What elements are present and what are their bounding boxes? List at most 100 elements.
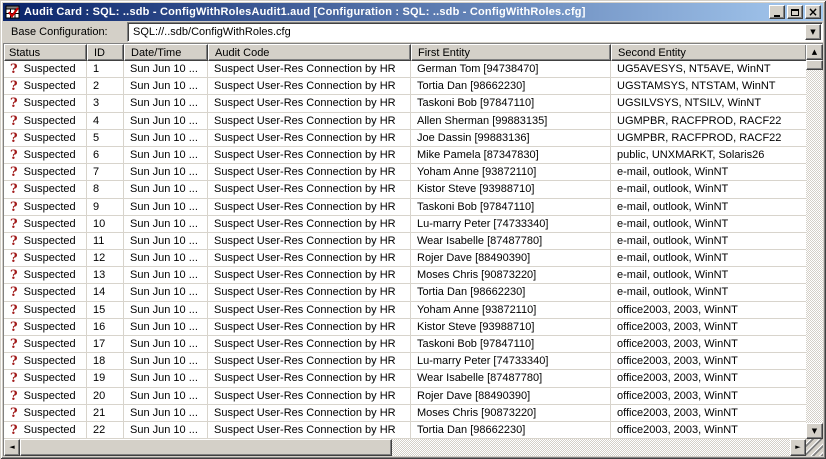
vscroll-track[interactable] — [806, 70, 823, 424]
status-label: Suspected — [23, 389, 76, 402]
cell-first-entity: Moses Chris [90873220] — [411, 267, 611, 285]
table-row[interactable]: ? Suspected 10 Sun Jun 10 ... Suspect Us… — [4, 215, 806, 233]
cell-second-entity: e-mail, outlook, WinNT — [611, 250, 806, 268]
base-configuration-value[interactable]: SQL://..sdb/ConfigWithRoles.cfg — [133, 26, 291, 38]
cell-id: 4 — [87, 112, 124, 130]
cell-id: 10 — [87, 215, 124, 233]
column-header-second-entity[interactable]: Second Entity — [611, 44, 806, 61]
resize-grip[interactable] — [806, 439, 823, 457]
hscroll-track[interactable] — [392, 439, 790, 457]
cell-first-entity: Rojer Dave [88490390] — [411, 387, 611, 405]
minimize-button[interactable] — [769, 5, 785, 19]
scroll-left-button[interactable]: ◄ — [4, 439, 20, 457]
cell-audit-code: Suspect User-Res Connection by HR — [208, 198, 411, 216]
scroll-right-button[interactable]: ► — [790, 439, 806, 457]
table-row[interactable]: ? Suspected 16 Sun Jun 10 ... Suspect Us… — [4, 318, 806, 336]
hscroll-thumb[interactable] — [20, 439, 392, 457]
cell-audit-code: Suspect User-Res Connection by HR — [208, 129, 411, 147]
cell-first-entity: Lu-marry Peter [74733340] — [411, 215, 611, 233]
status-label: Suspected — [23, 406, 76, 419]
table-row[interactable]: ? Suspected 11 Sun Jun 10 ... Suspect Us… — [4, 232, 806, 251]
table-row[interactable]: ? Suspected 3 Sun Jun 10 ... Suspect Use… — [4, 95, 806, 113]
cell-status: ? Suspected — [4, 129, 87, 147]
cell-datetime: Sun Jun 10 ... — [124, 95, 208, 113]
table-row[interactable]: ? Suspected 14 Sun Jun 10 ... Suspect Us… — [4, 284, 806, 302]
cell-audit-code: Suspect User-Res Connection by HR — [208, 404, 411, 422]
cell-status: ? Suspected — [4, 232, 87, 251]
cell-datetime: Sun Jun 10 ... — [124, 284, 208, 302]
column-header-id[interactable]: ID — [87, 44, 124, 61]
cell-status: ? Suspected — [4, 353, 87, 371]
table-row[interactable]: ? Suspected 15 Sun Jun 10 ... Suspect Us… — [4, 301, 806, 319]
table-row[interactable]: ? Suspected 9 Sun Jun 10 ... Suspect Use… — [4, 198, 806, 216]
status-question-icon: ? — [10, 147, 18, 163]
cell-second-entity: e-mail, outlook, WinNT — [611, 164, 806, 182]
column-header-audit-code[interactable]: Audit Code — [208, 44, 411, 61]
column-header-status[interactable]: Status — [4, 44, 87, 61]
scroll-down-button[interactable]: ▼ — [806, 423, 823, 440]
cell-audit-code: Suspect User-Res Connection by HR — [208, 318, 411, 336]
status-label: Suspected — [23, 338, 76, 350]
status-question-icon: ? — [10, 388, 18, 404]
scroll-up-button[interactable]: ▲ — [806, 44, 823, 60]
column-header-datetime[interactable]: Date/Time — [124, 44, 208, 61]
cell-datetime: Sun Jun 10 ... — [124, 78, 208, 96]
table-row[interactable]: ? Suspected 4 Sun Jun 10 ... Suspect Use… — [4, 112, 806, 130]
table-row[interactable]: ? Suspected 18 Sun Jun 10 ... Suspect Us… — [4, 353, 806, 371]
vscroll-thumb[interactable] — [806, 60, 823, 70]
close-button[interactable]: × — [805, 5, 821, 19]
column-header-first-entity[interactable]: First Entity — [411, 44, 611, 61]
table-row[interactable]: ? Suspected 20 Sun Jun 10 ... Suspect Us… — [4, 387, 806, 405]
cell-id: 6 — [87, 146, 124, 165]
cell-id: 12 — [87, 250, 124, 268]
cell-second-entity: UGSTAMSYS, NTSTAM, WinNT — [611, 78, 806, 96]
table-rows: ? Suspected 1 Sun Jun 10 ... Suspect Use… — [4, 61, 806, 440]
table-row[interactable]: ? Suspected 7 Sun Jun 10 ... Suspect Use… — [4, 164, 806, 182]
table-row[interactable]: ? Suspected 12 Sun Jun 10 ... Suspect Us… — [4, 250, 806, 268]
table-row[interactable]: ? Suspected 2 Sun Jun 10 ... Suspect Use… — [4, 78, 806, 96]
cell-datetime: Sun Jun 10 ... — [124, 336, 208, 354]
horizontal-scrollbar[interactable]: ◄ ► — [4, 439, 806, 457]
table-row[interactable]: ? Suspected 13 Sun Jun 10 ... Suspect Us… — [4, 267, 806, 285]
cell-datetime: Sun Jun 10 ... — [124, 232, 208, 251]
cell-first-entity: Joe Dassin [99883136] — [411, 129, 611, 147]
cell-datetime: Sun Jun 10 ... — [124, 112, 208, 130]
table-row[interactable]: ? Suspected 17 Sun Jun 10 ... Suspect Us… — [4, 336, 806, 354]
base-configuration-combobox[interactable]: SQL://..sdb/ConfigWithRoles.cfg ▼ — [127, 22, 823, 42]
status-question-icon: ? — [10, 233, 18, 249]
maximize-button[interactable] — [787, 5, 803, 19]
status-question-icon: ? — [10, 251, 18, 267]
status-question-icon: ? — [10, 79, 18, 95]
triangle-right-icon: ► — [795, 443, 801, 452]
triangle-down-icon: ▼ — [811, 426, 818, 435]
cell-first-entity: Moses Chris [90873220] — [411, 404, 611, 422]
table-row[interactable]: ? Suspected 1 Sun Jun 10 ... Suspect Use… — [4, 61, 806, 79]
table-header-row: Status ID Date/Time Audit Code First Ent… — [4, 44, 806, 61]
cell-id: 11 — [87, 232, 124, 251]
cell-datetime: Sun Jun 10 ... — [124, 164, 208, 182]
status-label: Suspected — [23, 97, 76, 110]
status-question-icon: ? — [10, 405, 18, 421]
cell-id: 7 — [87, 164, 124, 182]
table-row[interactable]: ? Suspected 5 Sun Jun 10 ... Suspect Use… — [4, 129, 806, 147]
cell-id: 16 — [87, 318, 124, 336]
table-row[interactable]: ? Suspected 22 Sun Jun 10 ... Suspect Us… — [4, 421, 806, 440]
cell-first-entity: Allen Sherman [99883135] — [411, 112, 611, 130]
cell-first-entity: Taskoni Bob [97847110] — [411, 336, 611, 354]
table-row[interactable]: ? Suspected 8 Sun Jun 10 ... Suspect Use… — [4, 181, 806, 199]
status-question-icon: ? — [10, 354, 18, 370]
status-question-icon: ? — [10, 199, 18, 215]
status-question-icon: ? — [10, 216, 18, 232]
status-question-icon: ? — [10, 62, 18, 77]
table-row[interactable]: ? Suspected 6 Sun Jun 10 ... Suspect Use… — [4, 146, 806, 165]
table-row[interactable]: ? Suspected 19 Sun Jun 10 ... Suspect Us… — [4, 370, 806, 388]
cell-status: ? Suspected — [4, 215, 87, 233]
table-row[interactable]: ? Suspected 21 Sun Jun 10 ... Suspect Us… — [4, 404, 806, 422]
titlebar[interactable]: Audit Card : SQL: ..sdb - ConfigWithRole… — [3, 3, 823, 21]
cell-audit-code: Suspect User-Res Connection by HR — [208, 95, 411, 113]
cell-datetime: Sun Jun 10 ... — [124, 353, 208, 371]
combo-dropdown-button[interactable]: ▼ — [805, 24, 821, 40]
cell-first-entity: Tortia Dan [98662230] — [411, 284, 611, 302]
cell-status: ? Suspected — [4, 164, 87, 182]
vertical-scrollbar[interactable]: ▲ ▼ — [806, 44, 823, 440]
